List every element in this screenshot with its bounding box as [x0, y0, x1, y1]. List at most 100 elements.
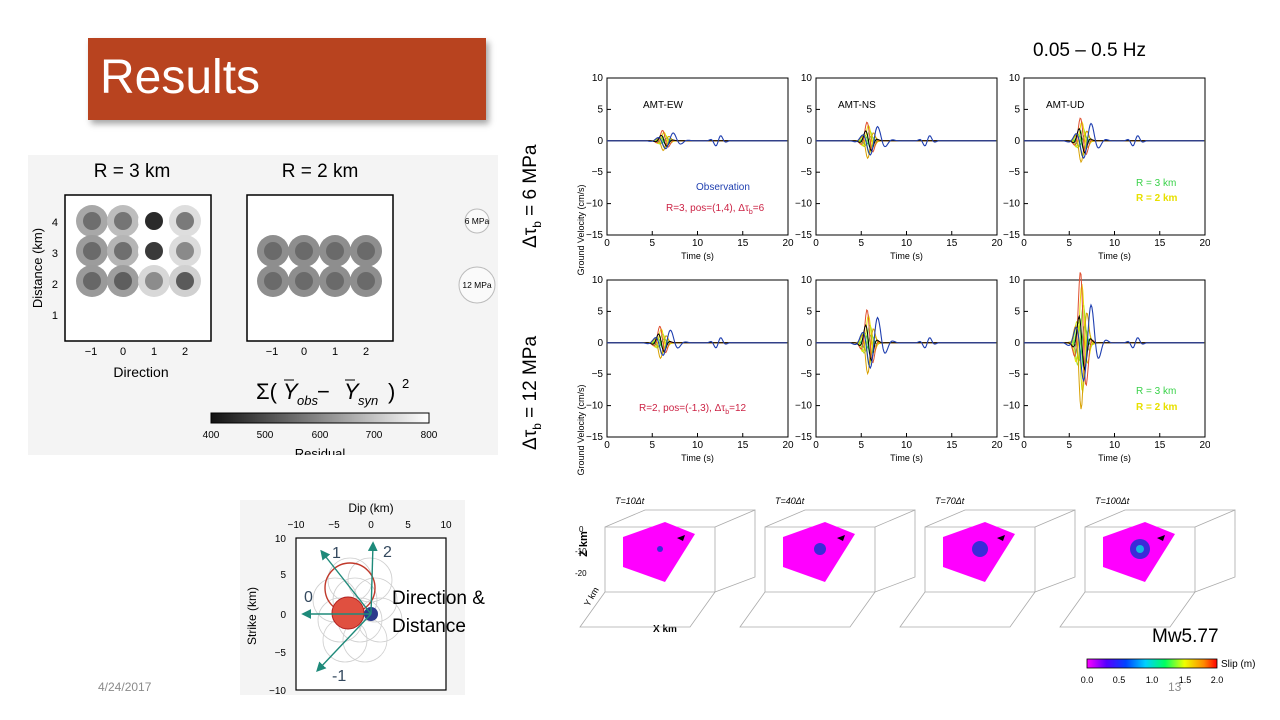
slip-colorbar — [1086, 658, 1218, 669]
y-axis-label: Y km — [582, 585, 601, 608]
svg-text:0: 0 — [304, 589, 313, 606]
slip-patch — [814, 543, 826, 555]
y-tick-label: −5 — [592, 167, 604, 178]
residual-grid-figure: R = 3 km R = 2 km −1 0 1 2 1 2 3 4 Direc… — [30, 161, 496, 455]
svg-text:2: 2 — [402, 376, 409, 391]
observation-trace — [607, 329, 788, 357]
time-axis-label: Time (s) — [681, 453, 714, 463]
slip-patch — [657, 546, 663, 552]
y-tick-label: −15 — [1003, 432, 1020, 443]
direction-arrows — [301, 541, 378, 673]
right-grid-circles — [257, 235, 382, 297]
fault-plane — [623, 522, 695, 582]
svg-text:10: 10 — [440, 520, 452, 531]
residual-formula: Σ( Y obs − Y syn ) 2 — [256, 376, 409, 408]
r2-best-circle — [331, 596, 365, 630]
y-tick-label: −5 — [801, 167, 813, 178]
y-tick-label: 0 — [597, 136, 603, 147]
rupture-snapshot: T=70Δt — [899, 496, 1076, 628]
x-tick-label: 10 — [901, 238, 913, 249]
residual-right-title: R = 2 km — [282, 161, 359, 182]
row2-velocity-label: Ground Velocity (cm/s) — [576, 384, 586, 475]
y-tick-label: 10 — [592, 73, 604, 84]
svg-text:2: 2 — [52, 279, 58, 291]
residual-left-title: R = 3 km — [94, 161, 171, 182]
x-tick-label: 20 — [1199, 440, 1210, 451]
x-tick-label: 10 — [692, 440, 704, 451]
observation-trace — [1024, 122, 1205, 159]
x-tick-label: 20 — [1199, 238, 1210, 249]
y-tick-label: 10 — [801, 275, 813, 286]
svg-text:): ) — [388, 379, 395, 404]
fault-plane-figure: Dip (km) −10 −5 0 5 10 10 5 0 −5 −10 Str… — [245, 501, 452, 695]
direction-distance-caption: Direction & Distance — [392, 588, 485, 637]
svg-text:−5: −5 — [275, 648, 287, 659]
svg-text:400: 400 — [203, 430, 220, 441]
x-tick-label: 0 — [604, 238, 610, 249]
strike-axis-label: Strike (km) — [245, 587, 259, 645]
svg-text:obs: obs — [297, 393, 318, 408]
snapshot-time-label: T=40Δt — [775, 496, 805, 506]
x-tick-label: 20 — [782, 238, 794, 249]
svg-text:Y: Y — [344, 379, 360, 404]
slide-date: 4/24/2017 — [98, 680, 152, 694]
x-tick-label: 15 — [946, 238, 958, 249]
colorbar-ticks: 400 500 600 700 800 — [203, 430, 438, 441]
x-tick-label: 15 — [1154, 238, 1166, 249]
svg-text:0: 0 — [120, 346, 126, 358]
y-tick-label: −15 — [795, 230, 812, 241]
svg-text:2: 2 — [363, 346, 369, 358]
svg-text:Σ(: Σ( — [256, 379, 278, 404]
y-tick-label: −15 — [795, 432, 812, 443]
time-axis-label: Time (s) — [1098, 251, 1131, 261]
legend-12mpa-label: 12 MPa — [462, 280, 492, 290]
x-tick-label: 15 — [737, 440, 749, 451]
svg-text:1.0: 1.0 — [1146, 675, 1159, 685]
x-tick-label: 20 — [782, 440, 794, 451]
y-tick-label: −10 — [1003, 401, 1020, 412]
y-tick-label: 0 — [597, 338, 603, 349]
time-axis-label: Time (s) — [890, 251, 923, 261]
svg-text:5: 5 — [280, 570, 286, 581]
svg-text:1.5: 1.5 — [1179, 675, 1192, 685]
row2-param-text: R=2, pos=(-1,3), Δτb=12 — [639, 403, 747, 416]
y-tick-label: −5 — [592, 369, 604, 380]
x-tick-label: 10 — [901, 440, 913, 451]
x-tick-label: 10 — [1109, 238, 1121, 249]
observation-label: Observation — [696, 182, 750, 193]
x-tick-label: 5 — [1066, 440, 1072, 451]
panel-title-ew: AMT-EW — [643, 100, 684, 111]
right-grid-ticks: −1 0 1 2 — [266, 346, 369, 358]
svg-text:-1: -1 — [332, 668, 346, 685]
snapshot-time-label: T=70Δt — [935, 496, 965, 506]
y-tick-label: −5 — [1009, 167, 1021, 178]
y-tick-label: 5 — [1014, 104, 1020, 115]
title-bar — [88, 38, 486, 120]
slip-ticks: 0.0 0.5 1.0 1.5 2.0 — [1081, 675, 1224, 685]
row1-label: Δτb = 6 MPa — [520, 144, 544, 248]
svg-text:−1: −1 — [85, 346, 98, 358]
panel-title-ns: AMT-NS — [838, 100, 876, 111]
y-tick-label: −10 — [586, 401, 603, 412]
svg-text:800: 800 — [421, 430, 438, 441]
legend-6mpa-label: 6 MPa — [465, 216, 490, 226]
z-tick-20: -20 — [575, 569, 587, 578]
rupture-snapshot: T=10Δt — [579, 496, 756, 628]
svg-text:−10: −10 — [269, 686, 286, 695]
y-tick-label: 5 — [806, 306, 812, 317]
svg-text:0.5: 0.5 — [1113, 675, 1126, 685]
magnitude-label: Mw5.77 — [1152, 626, 1219, 647]
svg-text:−: − — [317, 379, 330, 404]
time-axis-label: Time (s) — [1098, 453, 1131, 463]
left-grid-circles — [76, 205, 201, 297]
svg-text:syn: syn — [358, 393, 378, 408]
panel-title-ud: AMT-UD — [1046, 100, 1084, 111]
direction-axis-label: Direction — [113, 364, 168, 380]
y-tick-label: 5 — [597, 306, 603, 317]
colorbar-label: Residual — [295, 446, 346, 455]
dip-ticks: −10 −5 0 5 10 — [288, 520, 452, 531]
y-tick-label: −15 — [586, 230, 603, 241]
row2-legend-r2: R = 2 km — [1136, 402, 1178, 413]
